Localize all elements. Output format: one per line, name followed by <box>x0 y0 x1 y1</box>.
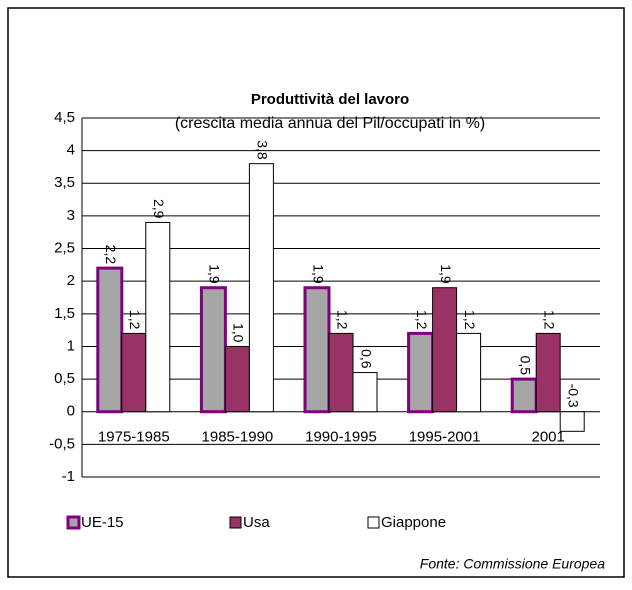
y-tick-label: 0,5 <box>54 370 75 387</box>
value-label: -0,3 <box>565 384 581 408</box>
y-tick-label: -0,5 <box>49 435 75 452</box>
value-label: 1,2 <box>127 310 143 330</box>
chart-subtitle: (crescita media annua del Pil/occupati i… <box>175 115 485 132</box>
value-label: 1,2 <box>414 310 430 330</box>
value-label: 1,9 <box>310 264 326 284</box>
value-label: 1,2 <box>541 310 557 330</box>
y-tick-label: 2,5 <box>54 240 75 257</box>
bar <box>559 411 585 432</box>
y-tick-label: 1,5 <box>54 305 75 322</box>
bar <box>96 266 124 414</box>
bar <box>535 332 561 413</box>
bar <box>224 345 250 413</box>
bar <box>199 286 227 414</box>
bar <box>248 163 274 413</box>
legend-label: Usa <box>243 514 270 531</box>
value-label: 1,2 <box>334 310 350 330</box>
chart-title: Produttività del lavoro <box>251 91 409 108</box>
bar <box>456 332 482 413</box>
value-label: 1,9 <box>438 264 454 284</box>
bar <box>328 332 354 413</box>
legend-label: Giappone <box>381 514 446 531</box>
bar <box>510 377 538 414</box>
y-tick-label: -1 <box>62 468 75 485</box>
bar <box>303 286 331 414</box>
y-tick-label: 3,5 <box>54 174 75 191</box>
value-label: 1,9 <box>207 264 223 284</box>
legend-swatch <box>367 516 380 529</box>
y-tick-label: 1 <box>67 337 75 354</box>
y-tick-label: 4 <box>67 142 75 159</box>
legend-label: UE-15 <box>81 514 124 531</box>
bar <box>407 331 435 414</box>
y-tick-label: 2 <box>67 272 75 289</box>
value-label: 2,2 <box>103 245 119 265</box>
legend-swatch <box>66 515 81 530</box>
y-tick-label: 3 <box>67 207 75 224</box>
value-label: 0,6 <box>358 349 374 369</box>
bar <box>121 332 147 413</box>
bar <box>145 221 171 413</box>
bar <box>432 287 458 413</box>
x-tick-label: 1975-1985 <box>98 429 170 446</box>
x-tick-label: 1985-1990 <box>202 429 274 446</box>
bar <box>352 372 378 413</box>
value-label: 2,9 <box>151 199 167 219</box>
y-tick-label: 0 <box>67 403 75 420</box>
x-tick-label: 2001 <box>532 429 565 446</box>
x-tick-label: 1995-2001 <box>409 429 481 446</box>
x-tick-label: 1990-1995 <box>305 429 377 446</box>
value-label: 1,0 <box>231 323 247 343</box>
y-tick-label: 4,5 <box>54 109 75 126</box>
value-label: 3,8 <box>255 140 271 160</box>
value-label: 1,2 <box>462 310 478 330</box>
source: Fonte: Commissione Europea <box>420 556 605 572</box>
value-label: 0,5 <box>517 356 533 376</box>
legend-swatch <box>229 516 242 529</box>
